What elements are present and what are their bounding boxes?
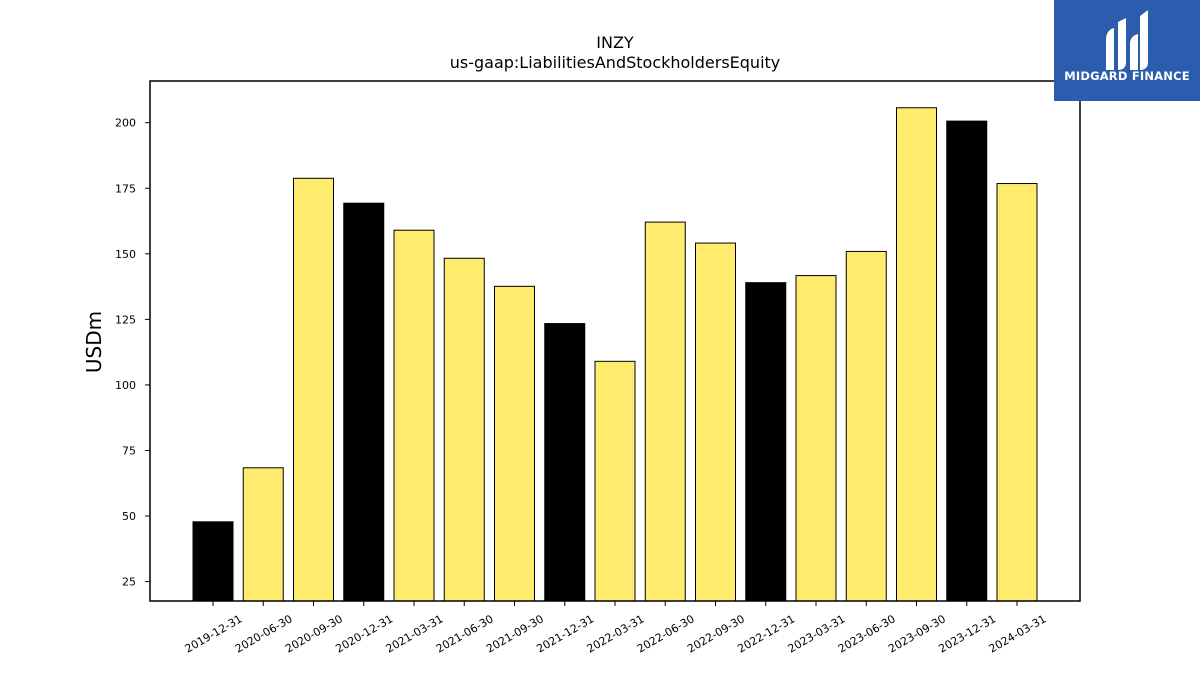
logo-mark-icon (1106, 10, 1148, 70)
bars-group (192, 107, 1038, 602)
bar-2019-12-31 (192, 521, 234, 602)
y-axis-ticks: 25 50 75 100 125 150 175 200 (115, 117, 150, 589)
y-tick-label: 150 (115, 248, 136, 261)
midgard-finance-logo: MIDGARD FINANCE (1054, 0, 1200, 101)
bar-2022-03-31 (594, 360, 636, 602)
bar-2021-09-30 (494, 285, 535, 602)
logo-badge (1054, 0, 1200, 101)
logo-background (1054, 0, 1200, 101)
bar-2023-09-30 (896, 107, 937, 602)
logo-text: MIDGARD FINANCE (1064, 69, 1190, 83)
y-tick-label: 100 (115, 379, 136, 392)
bar-2021-12-31 (544, 323, 586, 602)
y-tick-label: 175 (115, 182, 136, 195)
bar-2024-03-31 (996, 183, 1038, 602)
y-tick-label: 200 (115, 117, 136, 130)
bar-2021-03-31 (393, 229, 435, 602)
bar-2022-12-31 (745, 282, 787, 602)
x-axis-ticks: 2019-12-312020-06-302020-09-302020-12-31… (183, 601, 1049, 656)
chart-subtitle: us-gaap:LiabilitiesAndStockholdersEquity (450, 53, 781, 72)
y-tick-label: 125 (115, 313, 136, 326)
chart-title: INZY (596, 33, 634, 52)
y-tick-label: 75 (122, 444, 136, 457)
bar-2020-06-30 (242, 467, 284, 602)
bar-2022-09-30 (695, 242, 736, 602)
bar-2023-03-31 (795, 275, 837, 602)
bar-2023-06-30 (845, 250, 887, 602)
bar-2022-06-30 (644, 221, 686, 602)
plot-frame (149, 80, 1081, 602)
y-tick-label: 25 (122, 576, 136, 589)
bar-2021-06-30 (443, 257, 485, 602)
y-axis-label: USDm (82, 311, 106, 373)
bar-2023-12-31 (946, 120, 988, 602)
bar-2020-12-31 (343, 202, 385, 602)
bar-2020-09-30 (293, 177, 334, 602)
y-tick-label: 50 (122, 510, 136, 523)
x-tick-label: 2024-03-31 (987, 612, 1049, 655)
